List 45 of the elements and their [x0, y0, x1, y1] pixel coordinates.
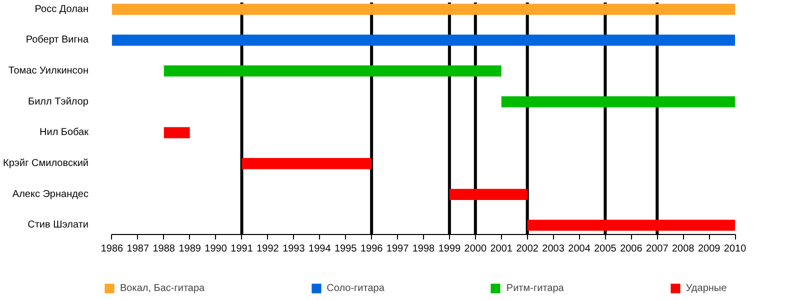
x-tick-label: 1988 — [152, 244, 176, 254]
y-tick-label: Роберт Вигна — [26, 34, 89, 46]
x-tick-label: 2005 — [594, 244, 617, 254]
x-tick-label: 2000 — [464, 244, 487, 254]
x-tick-label: 2009 — [698, 244, 721, 254]
y-tick-label: Билл Тэйлор — [28, 96, 89, 108]
x-tick-label: 1994 — [308, 244, 332, 254]
x-tick-label: 2004 — [568, 244, 591, 254]
x-tick-label: 1990 — [204, 244, 228, 254]
legend-label: Соло-гитара — [326, 282, 384, 294]
x-tick-label: 1987 — [126, 244, 150, 254]
x-tick-label: 1998 — [412, 244, 436, 254]
bar — [501, 96, 736, 108]
x-tick-label: 1995 — [334, 244, 358, 254]
bar — [242, 158, 372, 170]
legend-label: Ритм-гитара — [506, 282, 564, 294]
y-tick-label: Томас Уилкинсон — [8, 65, 88, 76]
x-tick-label: 1986 — [100, 244, 124, 254]
x-tick-label: 1993 — [282, 244, 306, 254]
y-tick-label: Алекс Эрнандес — [12, 188, 89, 200]
bar — [112, 34, 736, 46]
x-tick-label: 1992 — [256, 244, 280, 254]
x-tick-label: 1999 — [438, 244, 462, 254]
x-tick-label: 2003 — [542, 244, 565, 254]
x-tick-label: 1997 — [386, 244, 410, 254]
x-tick-label: 1991 — [230, 244, 254, 254]
y-tick-label: Стив Шэлати — [28, 220, 89, 231]
bar — [527, 220, 736, 231]
y-tick-label: Крэйг Смиловский — [3, 158, 89, 170]
x-tick-label: 2010 — [724, 244, 747, 254]
y-tick-label: Росс Долан — [34, 4, 89, 15]
x-tick-label: 1996 — [360, 244, 384, 254]
legend-label: Вокал, Бас-гитара — [120, 282, 205, 294]
x-tick-label: 2006 — [620, 244, 643, 254]
x-tick-label: 1989 — [178, 244, 202, 254]
legend-label: Ударные — [686, 282, 727, 294]
x-tick-label: 2007 — [646, 244, 669, 254]
y-tick-label: Нил Бобак — [40, 127, 90, 138]
x-tick-label: 2001 — [490, 244, 513, 254]
x-tick-label: 2002 — [516, 244, 539, 254]
bar — [449, 188, 528, 200]
bar — [164, 65, 502, 77]
bar — [164, 127, 190, 138]
bar — [112, 4, 736, 15]
x-tick-label: 2008 — [672, 244, 695, 254]
